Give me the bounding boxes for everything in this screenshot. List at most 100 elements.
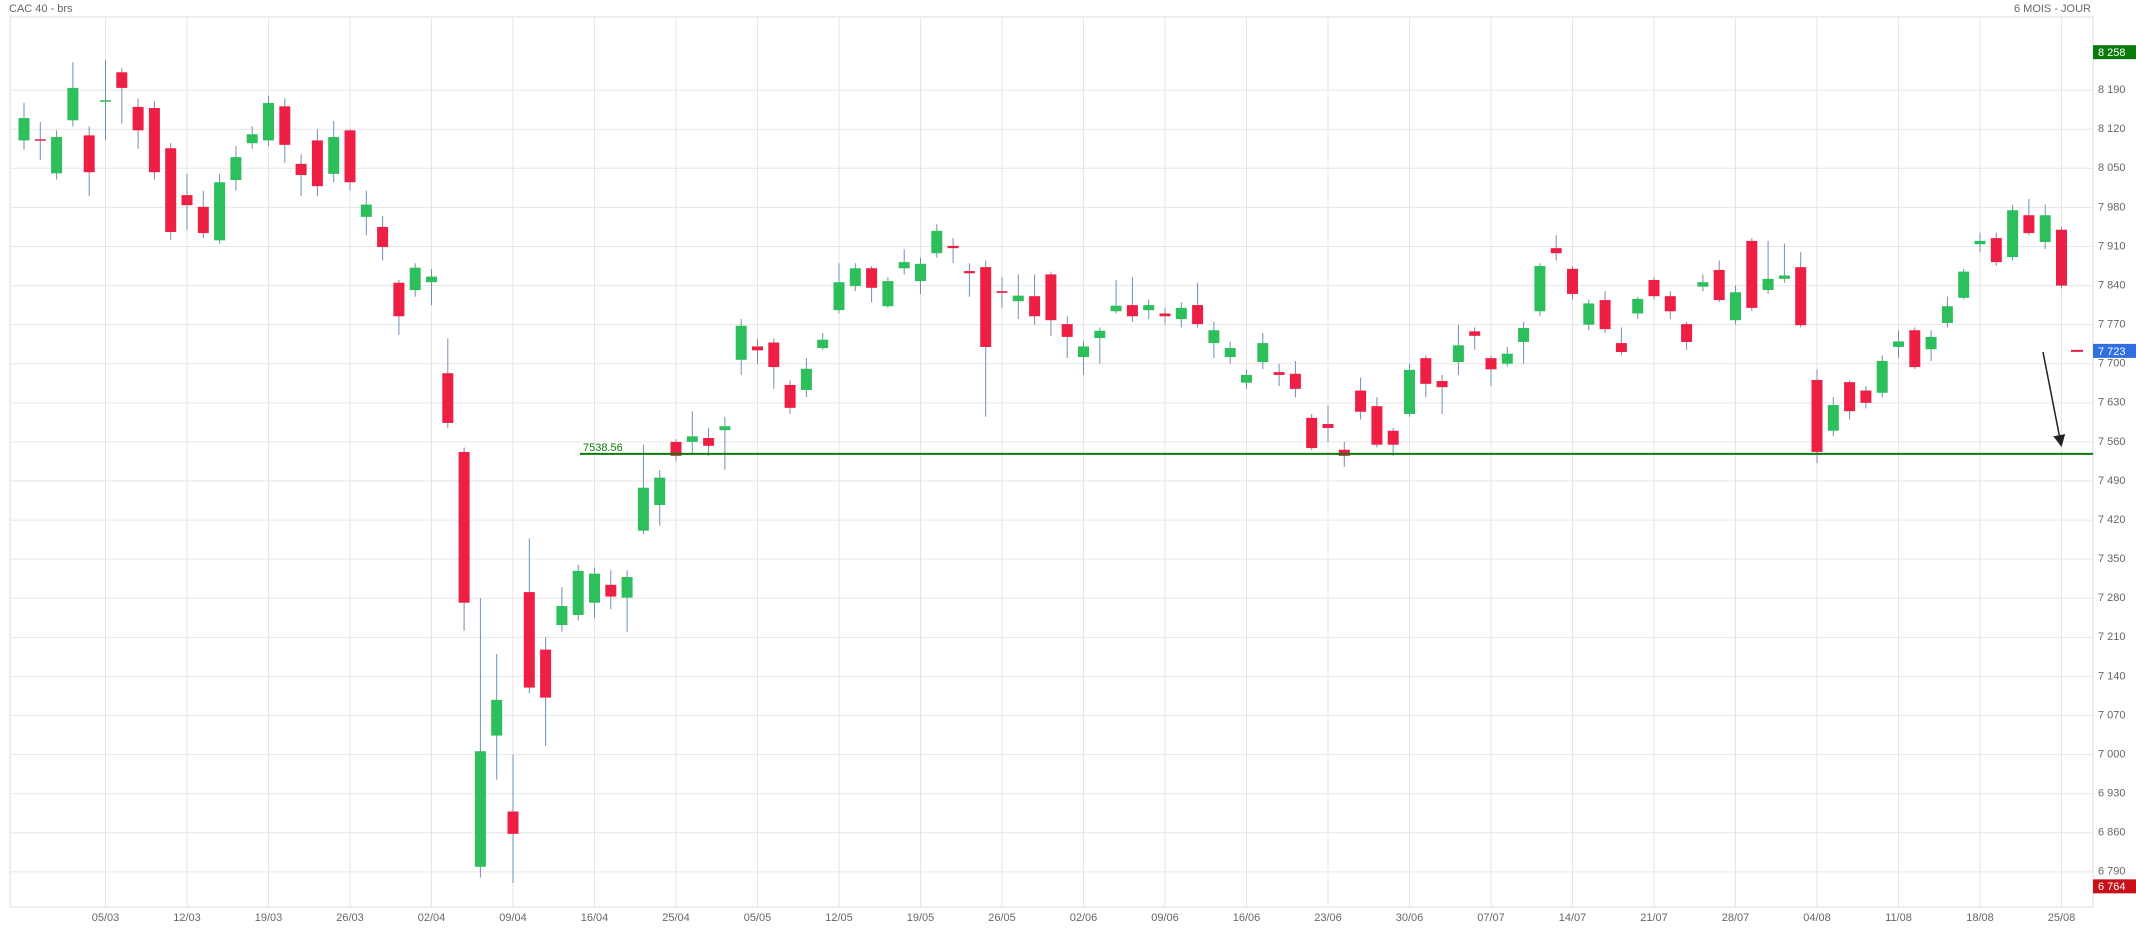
candle-body [1387,430,1399,445]
candle-body [1110,305,1122,312]
candle-body [474,751,486,867]
candle-body [1420,358,1432,384]
chart-title: CAC 40 - brs [9,3,73,15]
candle-body [426,276,437,283]
candle-body [1974,240,1986,245]
candle-body [686,436,698,442]
candle-body [1746,240,1758,308]
candle-body [295,163,307,176]
candle-body [1909,330,1921,368]
candle-body [458,451,470,603]
candle-body [2023,215,2035,234]
x-tick-label: 25/04 [662,912,690,924]
candle-body [1469,331,1481,336]
arrow [2042,351,2066,447]
candle-body [1893,341,1904,347]
candle-body [1664,296,1676,312]
x-tick-label: 18/08 [1966,912,1994,924]
candle-body [1615,343,1627,353]
candle-body [931,230,943,254]
candle-body [1827,405,1839,431]
y-tick-label: 7 630 [2098,397,2126,409]
grid [10,17,2093,907]
candle-body [1941,306,1953,323]
x-tick-label: 19/05 [907,912,935,924]
candle-body [735,325,747,360]
candle-body [540,649,552,698]
candle-body [328,137,340,174]
candle-body [132,106,144,131]
y-tick-label: 7 980 [2098,201,2126,213]
candle-body [279,106,291,145]
candle-body [2039,215,2051,243]
price-marker-label: 8 258 [2098,47,2126,59]
candle-body [1045,274,1057,321]
candle-body [1518,327,1530,342]
candle-body [393,282,405,317]
candle-body [1273,372,1285,375]
candle-body [1224,348,1236,358]
candle-body [833,282,845,311]
candle-body [165,148,177,232]
candle-body [817,339,829,349]
x-tick-label: 09/06 [1151,912,1179,924]
candle-body [344,130,356,183]
x-tick-label: 23/06 [1314,912,1342,924]
candles [18,59,2067,883]
candle-body [1762,278,1774,291]
candle-body [1241,374,1252,383]
candle-body [523,592,535,688]
candle-body [1876,360,1888,393]
y-tick-label: 7 700 [2098,358,2126,370]
candle-body [2056,229,2067,286]
candle-body [1844,382,1856,412]
x-tick-label: 16/04 [581,912,609,924]
x-tick-label: 26/05 [988,912,1016,924]
y-tick-label: 7 280 [2098,592,2126,604]
candle-body [898,262,910,269]
candle-body [409,267,421,291]
y-tick-label: 6 930 [2098,788,2126,800]
x-tick-label: 30/06 [1396,912,1424,924]
candle-body [1550,248,1562,254]
y-tick-label: 7 770 [2098,319,2126,331]
candle-body [263,102,274,141]
y-tick-label: 7 560 [2098,436,2126,448]
y-tick-label: 7 840 [2098,279,2126,291]
candle-body [1860,390,1872,403]
candle-body [572,570,584,615]
plot-frame [9,16,2094,908]
candle-body [1338,449,1350,456]
candle-body [963,271,975,274]
x-tick-label: 09/04 [499,912,527,924]
candle-body [752,346,763,351]
candle-body [116,72,128,88]
x-tick-label: 05/03 [92,912,120,924]
candle-body [996,291,1008,293]
candle-body [1257,343,1269,363]
candle-body [507,811,519,834]
candle-body [1012,295,1024,302]
x-tick-label: 11/08 [1885,912,1912,924]
candle-body [849,268,861,287]
y-tick-label: 6 790 [2098,866,2126,878]
x-tick-label: 05/05 [744,912,772,924]
candle-body [1306,417,1318,449]
candle-body [1795,267,1807,326]
x-tick-label: 26/03 [336,912,364,924]
candle-body [1958,271,1970,298]
y-tick-label: 7 070 [2098,709,2126,721]
candle-body [1534,266,1546,312]
candle-body [637,487,649,531]
candle-body [1371,406,1383,445]
x-tick-label: 21/07 [1640,912,1668,924]
candle-body [83,135,95,173]
x-tick-label: 14/07 [1559,912,1587,924]
candle-body [181,195,193,206]
candle-body [882,281,894,307]
candle-body [866,268,878,288]
price-marker-label: 6 764 [2098,881,2126,893]
candle-body [1632,298,1644,314]
candle-body [719,426,731,431]
